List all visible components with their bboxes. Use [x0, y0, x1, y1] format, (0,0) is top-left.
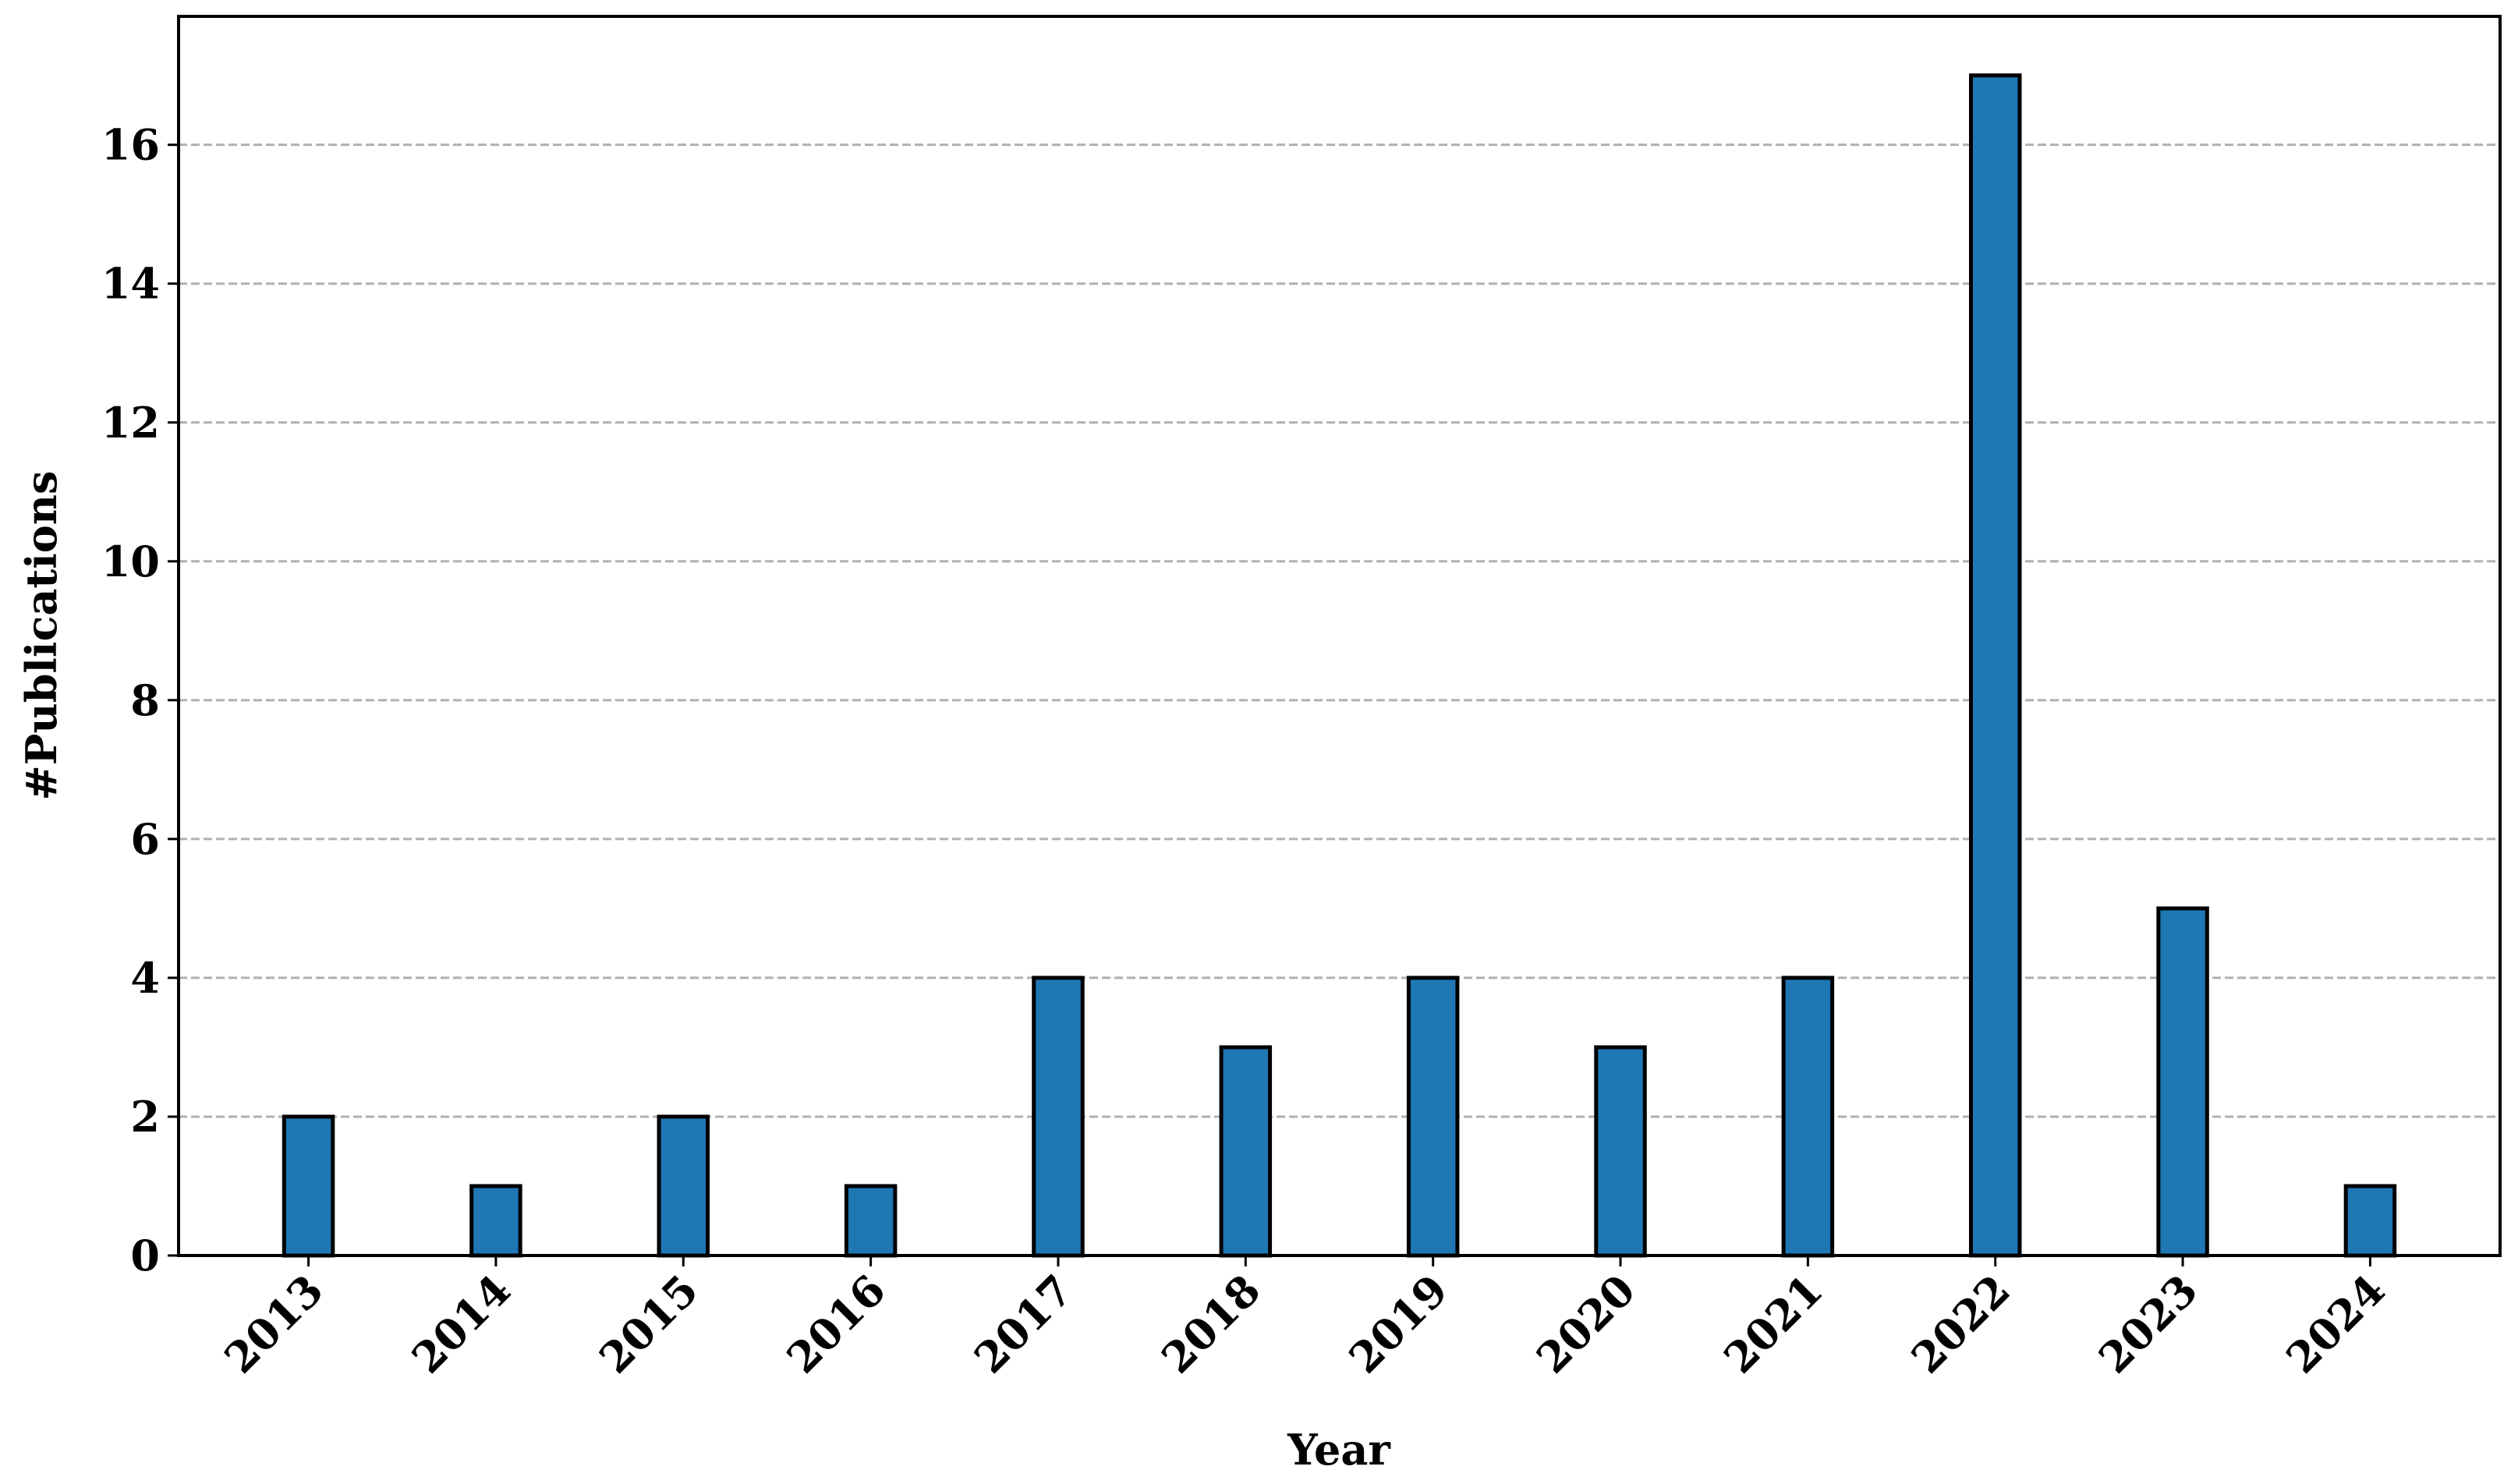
y-tick-label: 6	[130, 814, 160, 864]
bar	[1032, 976, 1085, 1258]
x-tick-label: 2020	[1527, 1265, 1645, 1383]
y-tick-label: 14	[101, 259, 160, 309]
bar	[844, 1184, 898, 1258]
x-tick-label: 2019	[1339, 1265, 1457, 1383]
x-tick-label: 2016	[777, 1265, 895, 1383]
bar	[657, 1114, 710, 1258]
x-tick-label: 2021	[1714, 1265, 1833, 1383]
bar	[1406, 976, 1460, 1258]
x-tick-label: 2022	[1901, 1265, 2020, 1383]
bar	[1594, 1045, 1647, 1258]
bar	[469, 1184, 522, 1258]
bar	[1781, 976, 1835, 1258]
x-tick-label: 2024	[2276, 1265, 2395, 1383]
x-tick-label: 2014	[402, 1265, 521, 1383]
x-tick-label: 2013	[214, 1265, 333, 1383]
x-axis-label: Year	[1287, 1425, 1390, 1475]
y-tick-label: 12	[101, 398, 160, 448]
bar	[282, 1114, 335, 1258]
x-tick-label: 2015	[590, 1265, 708, 1383]
bar	[2156, 906, 2209, 1258]
x-tick-label: 2017	[965, 1265, 1083, 1383]
bar	[1968, 73, 2022, 1258]
x-tick-label: 2018	[1152, 1265, 1270, 1383]
y-axis-label: #Publications	[16, 471, 66, 801]
y-tick-label: 10	[101, 537, 160, 586]
y-tick-label: 4	[130, 953, 160, 1003]
y-tick-label: 16	[101, 120, 160, 170]
bar	[2343, 1184, 2397, 1258]
x-tick-label: 2023	[2089, 1265, 2208, 1383]
y-tick-label: 8	[130, 675, 160, 725]
plot-frame	[177, 15, 2502, 1257]
y-tick-label: 2	[130, 1092, 160, 1142]
bar	[1219, 1045, 1273, 1258]
y-tick-label: 0	[130, 1231, 160, 1280]
